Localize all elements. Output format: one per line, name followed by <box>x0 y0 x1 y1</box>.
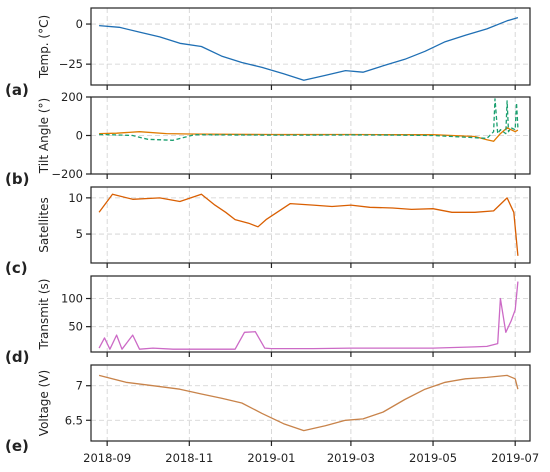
x-tick-label: 2019-07 <box>491 451 539 465</box>
x-tick-label: 2018-09 <box>83 451 131 465</box>
y-axis-label: Temp. (°C) <box>37 15 51 79</box>
panel-letter: (b) <box>5 170 29 188</box>
panel-a: 0 −25 Temp. (°C) (a) <box>5 7 531 99</box>
series-line-0 <box>98 374 519 432</box>
y-tick-label: −25 <box>59 57 83 71</box>
panel-letter: (a) <box>5 81 29 99</box>
series-line-0 <box>98 193 519 256</box>
y-axis-label: Tilt Angle (°) <box>37 98 51 174</box>
x-tick-label: 2018-11 <box>165 451 213 465</box>
panel-letter: (c) <box>5 259 28 277</box>
panel-c: 10 5 Satellites (c) <box>5 186 531 277</box>
y-tick-label: 5 <box>76 227 83 241</box>
panel-e: 7 6.5 Voltage (V) (e) <box>5 364 531 455</box>
y-tick-label: 200 <box>61 90 83 104</box>
plot-frame <box>90 96 531 175</box>
series-line-0 <box>99 16 519 81</box>
y-tick-label: 6.5 <box>65 413 83 427</box>
y-tick-label: 0 <box>76 129 83 143</box>
plot-frame <box>90 7 531 86</box>
y-tick-label: 100 <box>61 292 83 306</box>
y-tick-label: 10 <box>68 191 83 205</box>
x-tick-label: 2019-03 <box>327 451 375 465</box>
y-axis-label: Voltage (V) <box>37 370 51 436</box>
x-tick-label: 2019-05 <box>409 451 457 465</box>
y-axis-label: Transmit (s) <box>37 279 51 351</box>
plot-frame <box>90 186 531 264</box>
plot-frame <box>90 275 531 353</box>
panel-d: 100 50 Transmit (s) (d) <box>5 275 531 366</box>
y-tick-label: 50 <box>68 320 83 334</box>
y-tick-label: −200 <box>51 167 83 181</box>
x-tick-label: 2019-01 <box>247 451 295 465</box>
y-axis-label: Satellites <box>37 197 51 252</box>
plot-frame <box>90 364 531 442</box>
y-tick-label: 7 <box>76 379 83 393</box>
panel-letter: (d) <box>5 348 29 366</box>
series-line-1 <box>99 98 519 141</box>
y-tick-label: 0 <box>76 17 83 31</box>
panel-letter: (e) <box>5 437 29 455</box>
series-line-0 <box>98 281 519 350</box>
